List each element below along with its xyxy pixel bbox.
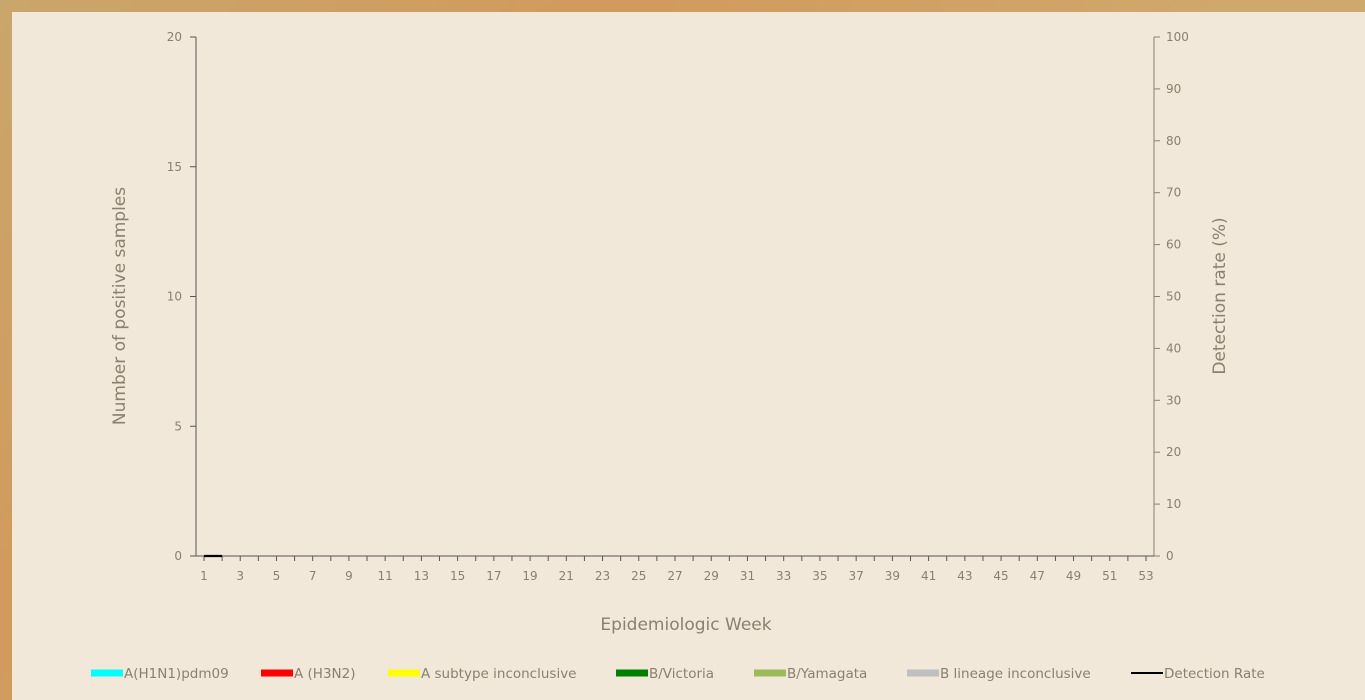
chart-frame: 0 5 10 15 20 0 10 20 30 40 50 60 70 80 90 100 1 3 5 7 9 11 1… [12,12,1365,700]
legend-label: A (H3N2) [294,666,356,682]
x-tick-label: 29 [704,569,719,583]
legend-label: Detection Rate [1164,666,1265,682]
legend-swatch [261,669,293,677]
left-tick-label: 15 [167,160,182,174]
x-tick-label: 27 [667,569,682,583]
right-tick-label: 10 [1166,497,1181,511]
x-tick-label: 11 [378,569,393,583]
legend-swatch [907,669,939,677]
y-left-axis-title: Number of positive samples [110,187,130,425]
right-tick-label: 80 [1166,134,1181,148]
right-tick-label: 90 [1166,82,1181,96]
right-tick-label: 0 [1166,549,1174,563]
right-tick-label: 100 [1166,30,1189,44]
x-tick-label: 23 [595,569,610,583]
right-tick-label: 30 [1166,393,1181,407]
right-tick-label: 60 [1166,238,1181,252]
x-tick-label: 33 [776,569,791,583]
x-tick-label: 53 [1138,569,1153,583]
x-tick-label: 47 [1030,569,1045,583]
x-tick-label: 9 [345,569,353,583]
left-tick-label: 10 [167,290,182,304]
legend-label: B/Victoria [649,666,714,682]
legend-swatch [91,669,123,677]
x-tick-label: 17 [486,569,501,583]
x-tick-label: 31 [740,569,755,583]
x-tick-label: 15 [450,569,465,583]
x-tick-label: 35 [812,569,827,583]
left-tick-label: 20 [167,30,182,44]
legend-swatch [754,669,786,677]
x-tick-label: 3 [236,569,244,583]
right-tick-label: 40 [1166,341,1181,355]
y-right-axis-title: Detection rate (%) [1210,217,1230,374]
x-tick-label: 51 [1102,569,1117,583]
x-tick-label: 49 [1066,569,1081,583]
left-axis: 0 5 10 15 20 [167,30,197,563]
x-tick-label: 43 [957,569,972,583]
legend-label: A subtype inconclusive [421,666,577,682]
x-tick-label: 21 [559,569,574,583]
right-axis: 0 10 20 30 40 50 60 70 80 90 100 [1153,30,1189,563]
legend-label: A(H1N1)pdm09 [124,666,229,682]
x-tick-label: 7 [309,569,317,583]
x-tick-label: 1 [200,569,208,583]
x-tick-label: 39 [885,569,900,583]
legend-swatch [616,669,648,677]
legend-swatch [388,669,420,677]
right-tick-label: 70 [1166,186,1181,200]
x-tick-label: 25 [631,569,646,583]
x-tick-label: 45 [993,569,1008,583]
x-tick-label: 37 [849,569,864,583]
legend: A(H1N1)pdm09 A (H3N2) A subtype inconclusi… [91,666,1265,682]
left-tick-label: 0 [174,549,182,563]
x-tick-label: 19 [522,569,537,583]
legend-label: B/Yamagata [787,666,867,682]
x-tick-label: 5 [273,569,281,583]
left-tick-label: 5 [174,419,182,433]
x-tick-label: 41 [921,569,936,583]
right-tick-label: 20 [1166,445,1181,459]
x-axis-title: Epidemiologic Week [600,615,771,635]
x-tick-label: 13 [414,569,429,583]
x-axis: 1 3 5 7 9 11 13 15 17 19 21 23 25 27 29 31 33 35 37 39 41 43 4… [196,555,1154,583]
legend-label: B lineage inconclusive [940,666,1091,682]
right-tick-label: 50 [1166,290,1181,304]
